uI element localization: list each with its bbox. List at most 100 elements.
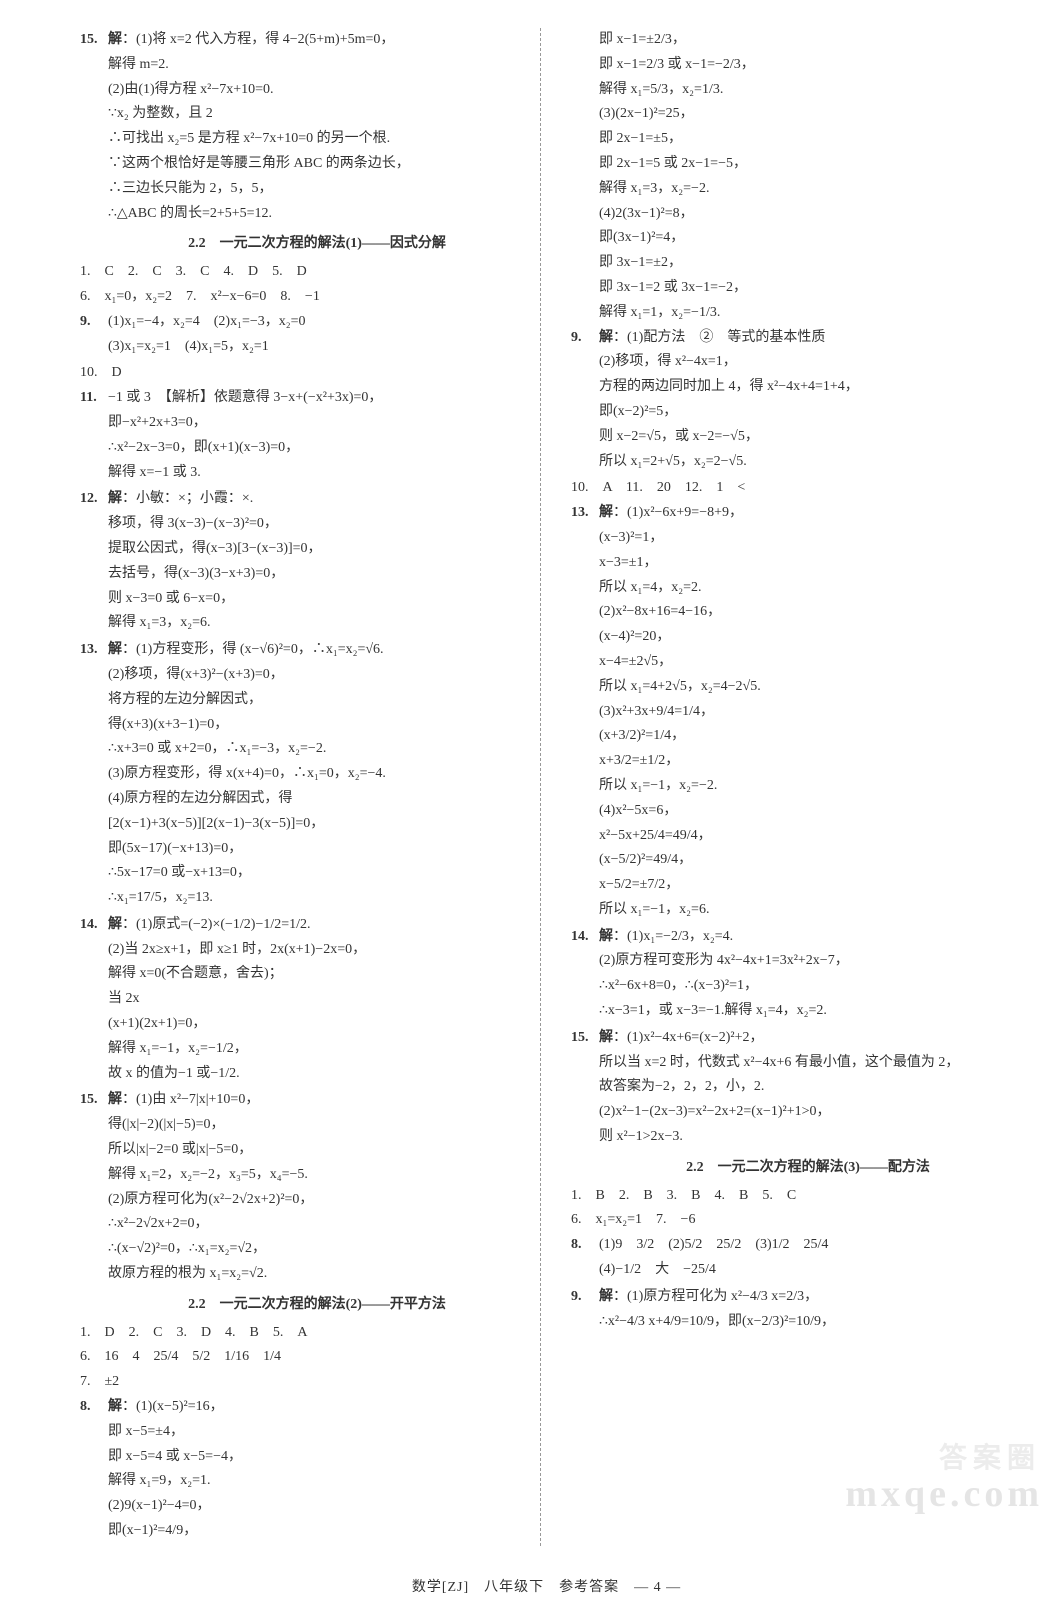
solution-line: (1)9 3/2 (2)5/2 25/2 (3)1/2 25/4: [599, 1233, 1013, 1257]
section-title: 2.2 一元二次方程的解法(3)——配方法: [603, 1156, 1013, 1180]
solution-line: 即(x−2)²=5，: [599, 400, 1013, 424]
solution-line: ∴x²−2√2x+2=0，: [108, 1212, 522, 1236]
solution-line: x−3=±1，: [599, 551, 1013, 575]
two-column-layout: 15. 解：(1)将 x=2 代入方程，得 4−2(5+m)+5m=0，解得 m=…: [80, 28, 1013, 1546]
page-footer: 数学[ZJ] 八年级下 参考答案 — 4 —: [80, 1576, 1013, 1596]
solution-line: 解：(1)由 x²−7|x|+10=0，: [108, 1088, 522, 1112]
problem-body: 解：小敏：×；小霞：×.移项，得 3(x−3)−(x−3)²=0，提取公因式，得…: [108, 487, 522, 636]
solution-line: 得(|x|−2)(|x|−5)=0，: [108, 1113, 522, 1137]
solution-line: ∴x−3=1，或 x−3=−1.解得 x₁=4，x₂=2.: [599, 999, 1013, 1023]
problem-number: 15.: [571, 1026, 599, 1150]
problem-item: 11.−1 或 3 【解析】依题意得 3−x+(−x²+3x)=0，即−x²+2…: [80, 386, 522, 485]
answer-line: 1. C 2. C 3. C 4. D 5. D: [80, 260, 522, 284]
solution-line: (2)移项，得(x+3)²−(x+3)=0，: [108, 663, 522, 687]
solution-line: 即(x−1)²=4/9，: [108, 1519, 522, 1543]
solution-line: (2)当 2x≥x+1，即 x≥1 时，2x(x+1)−2x=0，: [108, 938, 522, 962]
solution-line: 所以 x₁=−1，x₂=6.: [599, 898, 1013, 922]
solution-line: 解得 x₁=−1，x₂=−1/2，: [108, 1037, 522, 1061]
section-title: 2.2 一元二次方程的解法(2)——开平方法: [112, 1293, 522, 1317]
solution-line: 所以 x₁=4+2√5，x₂=4−2√5.: [599, 675, 1013, 699]
solution-line: ∴可找出 x₂=5 是方程 x²−7x+10=0 的另一个根.: [108, 127, 522, 151]
solution-line: (x−5/2)²=49/4，: [599, 848, 1013, 872]
solution-line: (3)x₁=x₂=1 (4)x₁=5，x₂=1: [108, 335, 522, 359]
solution-line: 方程的两边同时加上 4，得 x²−4x+4=1+4，: [599, 375, 1013, 399]
solution-line: 解：(1)原方程可化为 x²−4/3 x=2/3，: [599, 1285, 1013, 1309]
solution-line: (3)x²+3x+9/4=1/4，: [599, 700, 1013, 724]
solution-line: (4)原方程的左边分解因式，得: [108, 787, 522, 811]
problem-item: 14.解：(1)x₁=−2/3，x₂=4.(2)原方程可变形为 4x²−4x+1…: [571, 925, 1013, 1024]
problem-number: 13.: [571, 501, 599, 923]
problem-item: 15.解：(1)x²−4x+6=(x−2)²+2，所以当 x=2 时，代数式 x…: [571, 1026, 1013, 1150]
solution-line: 解：(1)方程变形，得 (x−√6)²=0，∴x₁=x₂=√6.: [108, 638, 522, 662]
problem-number: 11.: [80, 386, 108, 485]
answer-line: 10. D: [80, 361, 522, 385]
solution-line: (3)(2x−1)²=25，: [571, 102, 1013, 126]
solution-line: 即 x−1=2/3 或 x−1=−2/3，: [571, 53, 1013, 77]
solution-line: 即(5x−17)(−x+13)=0，: [108, 837, 522, 861]
solution-line: 即 3x−1=2 或 3x−1=−2，: [571, 276, 1013, 300]
problem-number: 14.: [571, 925, 599, 1024]
solution-line: 所以当 x=2 时，代数式 x²−4x+6 有最小值，这个最值为 2，: [599, 1051, 1013, 1075]
problem-body: 解：(1)将 x=2 代入方程，得 4−2(5+m)+5m=0，解得 m=2.(…: [108, 28, 522, 226]
problem-body: 解：(1)由 x²−7|x|+10=0，得(|x|−2)(|x|−5)=0，所以…: [108, 1088, 522, 1286]
problem-body: 解：(1)(x−5)²=16，即 x−5=±4，即 x−5=4 或 x−5=−4…: [108, 1395, 522, 1544]
solution-line: 解得 x₁=9，x₂=1.: [108, 1469, 522, 1493]
solution-line: 解得 m=2.: [108, 53, 522, 77]
problem-item: 9.(1)x₁=−4，x₂=4 (2)x₁=−3，x₂=0(3)x₁=x₂=1 …: [80, 310, 522, 360]
problem-item: 12.解：小敏：×；小霞：×.移项，得 3(x−3)−(x−3)²=0，提取公因…: [80, 487, 522, 636]
problem-number: 12.: [80, 487, 108, 636]
problem-body: 解：(1)x₁=−2/3，x₂=4.(2)原方程可变形为 4x²−4x+1=3x…: [599, 925, 1013, 1024]
left-column: 15.解：(1)将 x=2 代入方程，得 4−2(5+m)+5m=0，解得 m=…: [80, 28, 541, 1546]
solution-line: ∵x₂ 为整数，且 2: [108, 102, 522, 126]
problem-item: 15.解：(1)由 x²−7|x|+10=0，得(|x|−2)(|x|−5)=0…: [80, 1088, 522, 1286]
solution-line: [2(x−1)+3(x−5)][2(x−1)−3(x−5)]=0，: [108, 812, 522, 836]
solution-line: (2)原方程可变形为 4x²−4x+1=3x²+2x−7，: [599, 949, 1013, 973]
solution-line: 故 x 的值为−1 或−1/2.: [108, 1062, 522, 1086]
solution-line: (2)9(x−1)²−4=0，: [108, 1494, 522, 1518]
solution-line: (3)原方程变形，得 x(x+4)=0，∴x₁=0，x₂=−4.: [108, 762, 522, 786]
solution-line: 即(3x−1)²=4，: [571, 226, 1013, 250]
problem-body: 解：(1)配方法 ② 等式的基本性质(2)移项，得 x²−4x=1，方程的两边同…: [599, 326, 1013, 475]
solution-line: 即 x−1=±2/3，: [571, 28, 1013, 52]
solution-line: 解：(1)原式=(−2)×(−1/2)−1/2=1/2.: [108, 913, 522, 937]
solution-line: (4)x²−5x=6，: [599, 799, 1013, 823]
solution-line: 解：小敏：×；小霞：×.: [108, 487, 522, 511]
problem-body: (1)x₁=−4，x₂=4 (2)x₁=−3，x₂=0(3)x₁=x₂=1 (4…: [108, 310, 522, 360]
solution-line: ∴三边长只能为 2，5，5，: [108, 177, 522, 201]
section-title: 2.2 一元二次方程的解法(1)——因式分解: [112, 232, 522, 256]
problem-body: 解：(1)x²−4x+6=(x−2)²+2，所以当 x=2 时，代数式 x²−4…: [599, 1026, 1013, 1150]
problem-item: 14.解：(1)原式=(−2)×(−1/2)−1/2=1/2.(2)当 2x≥x…: [80, 913, 522, 1087]
solution-line: ∴5x−17=0 或−x+13=0，: [108, 861, 522, 885]
solution-line: 即−x²+2x+3=0，: [108, 411, 522, 435]
solution-line: 去括号，得(x−3)(3−x+3)=0，: [108, 562, 522, 586]
problem-item: 13.解：(1)方程变形，得 (x−√6)²=0，∴x₁=x₂=√6.(2)移项…: [80, 638, 522, 911]
solution-line: 即 3x−1=±2，: [571, 251, 1013, 275]
solution-line: 解：(1)将 x=2 代入方程，得 4−2(5+m)+5m=0，: [108, 28, 522, 52]
page: 15. 解：(1)将 x=2 代入方程，得 4−2(5+m)+5m=0，解得 m=…: [0, 0, 1063, 1616]
answer-line: 6. x₁=0，x₂=2 7. x²−x−6=0 8. −1: [80, 285, 522, 309]
problem-number: 8.: [571, 1233, 599, 1283]
solution-line: (2)由(1)得方程 x²−7x+10=0.: [108, 78, 522, 102]
solution-line: (2)x²−1−(2x−3)=x²−2x+2=(x−1)²+1>0，: [599, 1100, 1013, 1124]
solution-line: 即 x−5=4 或 x−5=−4，: [108, 1445, 522, 1469]
right-column: 即 x−1=±2/3，即 x−1=2/3 或 x−1=−2/3，解得 x₁=5/…: [561, 28, 1013, 1546]
solution-line: (4)−1/2 大 −25/4: [599, 1258, 1013, 1282]
solution-line: (2)原方程可化为(x²−2√2x+2)²=0，: [108, 1188, 522, 1212]
solution-line: 得(x+3)(x+3−1)=0，: [108, 713, 522, 737]
solution-line: x²−5x+25/4=49/4，: [599, 824, 1013, 848]
problem-number: 14.: [80, 913, 108, 1087]
solution-line: x+3/2=±1/2，: [599, 749, 1013, 773]
solution-line: 解得 x₁=2，x₂=−2，x₃=5，x₄=−5.: [108, 1163, 522, 1187]
solution-line: 解得 x₁=3，x₂=−2.: [571, 177, 1013, 201]
solution-line: ∵这两个根恰好是等腰三角形 ABC 的两条边长，: [108, 152, 522, 176]
solution-line: 将方程的左边分解因式，: [108, 688, 522, 712]
solution-line: ∴x+3=0 或 x+2=0，∴x₁=−3，x₂=−2.: [108, 737, 522, 761]
solution-line: ∴(x−√2)²=0，∴x₁=x₂=√2，: [108, 1237, 522, 1261]
solution-line: 解：(1)配方法 ② 等式的基本性质: [599, 326, 1013, 350]
problem-body: 解：(1)方程变形，得 (x−√6)²=0，∴x₁=x₂=√6.(2)移项，得(…: [108, 638, 522, 911]
solution-line: 所以 x₁=2+√5，x₂=2−√5.: [599, 450, 1013, 474]
solution-line: 所以 x₁=−1，x₂=−2.: [599, 774, 1013, 798]
solution-line: 所以|x|−2=0 或|x|−5=0，: [108, 1138, 522, 1162]
problem-body: −1 或 3 【解析】依题意得 3−x+(−x²+3x)=0，即−x²+2x+3…: [108, 386, 522, 485]
solution-line: 移项，得 3(x−3)−(x−3)²=0，: [108, 512, 522, 536]
